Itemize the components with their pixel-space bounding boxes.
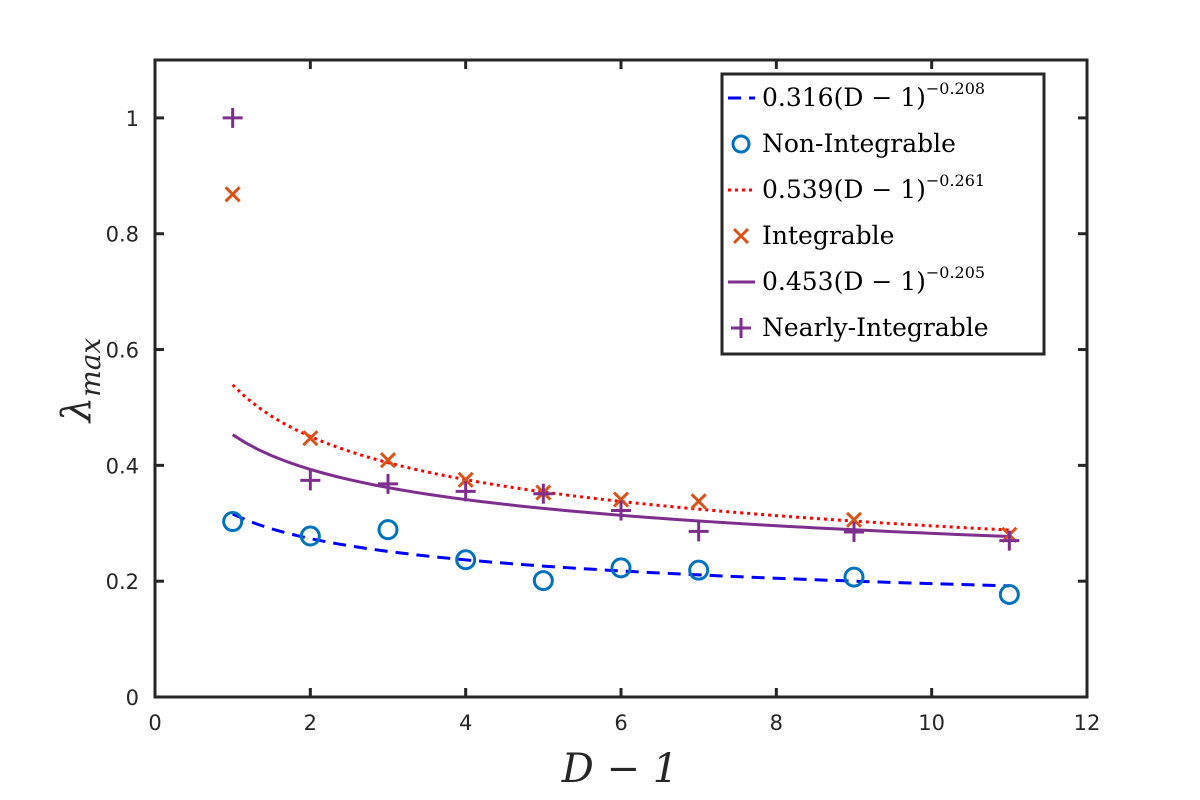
point-non-integrable	[377, 519, 399, 541]
legend-swatch-integrable	[732, 227, 750, 245]
point-nearly-integrable	[455, 481, 476, 502]
point-integrable	[690, 493, 707, 510]
point-non-integrable	[843, 566, 865, 588]
fit-line-integrable	[231, 383, 1010, 532]
point-nearly-integrable	[999, 530, 1020, 551]
point-integrable	[457, 471, 474, 488]
data-markers	[222, 107, 1020, 606]
y-tick-label: 0.6	[106, 339, 139, 363]
point-non-integrable	[610, 557, 632, 579]
point-integrable	[612, 491, 630, 508]
legend-box	[720, 72, 1046, 356]
x-tick-label: 12	[1074, 711, 1101, 735]
point-non-integrable	[688, 559, 710, 581]
legend-swatch-non-integrable	[731, 134, 751, 154]
legend-label-fit-integrable: 0.539(D − 1)−0.261	[762, 171, 985, 204]
point-nearly-integrable	[533, 483, 554, 504]
x-tick-label: 8	[770, 711, 783, 735]
point-integrable	[379, 452, 397, 469]
point-nearly-integrable	[222, 107, 243, 128]
point-non-integrable	[222, 511, 244, 533]
legend-label-fit-non-integrable: 0.316(D − 1)−0.208	[762, 79, 985, 112]
point-nearly-integrable	[378, 473, 398, 494]
y-tick-label: 0	[126, 686, 139, 710]
point-non-integrable	[532, 570, 554, 592]
y-tick-label: 0.8	[106, 223, 139, 247]
fit-line-non-integrable	[232, 512, 1010, 588]
axes: 0 2 4 6 8 10 12 0 0.2 0.4 0.6 0.8 1	[106, 58, 1101, 735]
legend-label-non-integrable: Non-Integrable	[762, 129, 956, 158]
legend-label-integrable: Integrable	[762, 221, 894, 250]
point-nearly-integrable	[611, 500, 631, 521]
legend-swatch-nearly-integrable	[731, 318, 751, 338]
point-integrable	[302, 430, 319, 447]
x-axis-label: D − 1	[561, 746, 678, 792]
y-axis-label-subscript: max	[74, 338, 107, 397]
x-tick-label: 4	[459, 711, 472, 735]
y-tick-label: 0.2	[106, 570, 139, 594]
x-tick-label: 2	[304, 711, 317, 735]
y-tick-label: 1	[126, 107, 139, 131]
legend-label-nearly-integrable: Nearly-Integrable	[762, 313, 989, 342]
y-tick-label: 0.4	[106, 454, 139, 478]
x-tick-label: 6	[614, 711, 627, 735]
y-axis-label: λmax	[54, 338, 107, 425]
x-tick-label: 0	[148, 711, 161, 735]
legend: 0.316(D − 1)−0.208 Non-Integrable 0.539(…	[720, 72, 1046, 356]
point-integrable	[224, 186, 241, 203]
y-axis-label-group: λmax	[54, 338, 107, 425]
point-non-integrable	[998, 584, 1020, 606]
point-integrable	[845, 511, 863, 528]
point-nearly-integrable	[688, 521, 709, 542]
y-axis-label-symbol: λ	[54, 397, 100, 424]
point-nearly-integrable	[844, 521, 864, 542]
point-non-integrable	[455, 549, 477, 571]
legend-label-fit-nearly-integrable: 0.453(D − 1)−0.205	[762, 263, 985, 296]
point-non-integrable	[299, 525, 321, 547]
x-tick-label: 10	[918, 711, 945, 735]
point-nearly-integrable	[300, 470, 321, 491]
